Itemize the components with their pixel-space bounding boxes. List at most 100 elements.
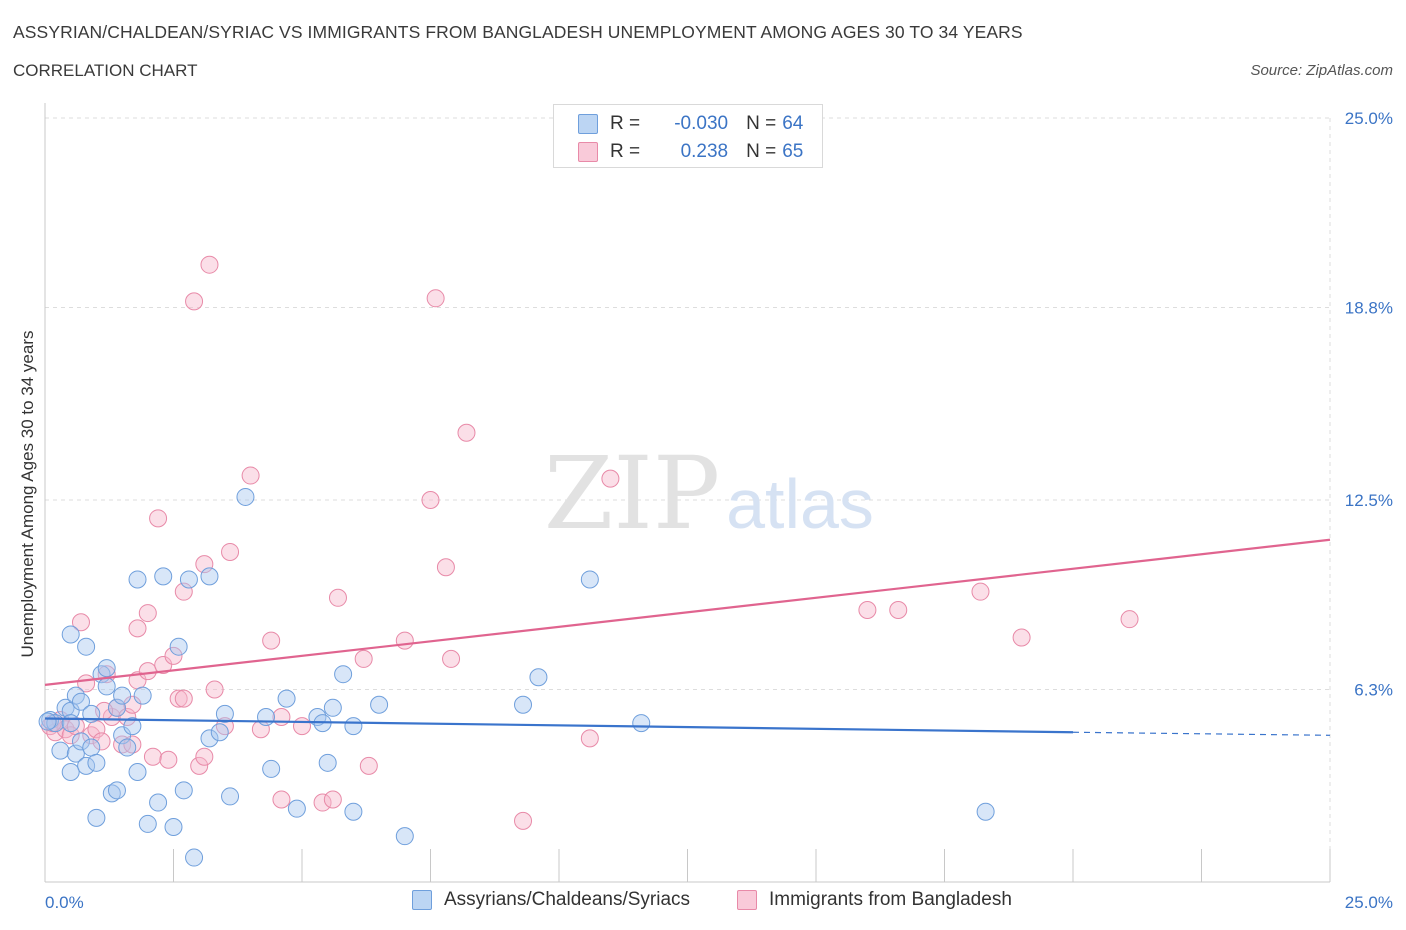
assyrian-point [236, 487, 255, 506]
assyrian-point [107, 781, 126, 800]
r-value: 0.238 [680, 141, 729, 162]
assyrian-point [61, 714, 80, 733]
assyrian-point [318, 753, 337, 772]
assyrian-point [344, 717, 363, 736]
r-label: R = [610, 113, 641, 134]
x-tick-label: 25.0% [1345, 893, 1393, 912]
assyrian-point [128, 762, 147, 781]
series-assyrian-points [38, 487, 995, 867]
assyrian-point [71, 692, 90, 711]
bangladesh-point [138, 662, 157, 681]
y-tick-label: 12.5% [1345, 491, 1393, 510]
assyrian-point [77, 756, 96, 775]
bangladesh-point [123, 735, 142, 754]
legend-row-blue: R = -0.030 N = 64 [578, 112, 803, 136]
assyrian-point [262, 759, 281, 778]
bangladesh-trend-line [44, 538, 1331, 686]
assyrian-point [87, 808, 106, 827]
assyrian-point [632, 714, 651, 733]
bangladesh-point [426, 289, 445, 308]
bangladesh-point [1120, 610, 1139, 629]
watermark: ZIP atlas [544, 435, 874, 552]
assyrian-point [334, 665, 353, 684]
bangladesh-point [164, 646, 183, 665]
assyrian-point [179, 570, 198, 589]
bangladesh-point [514, 811, 533, 830]
bangladesh-point [272, 707, 291, 726]
assyrian-point [976, 802, 995, 821]
chart-title: ASSYRIAN/CHALDEAN/SYRIAC VS IMMIGRANTS F… [13, 22, 1023, 42]
bangladesh-point [858, 601, 877, 620]
bangladesh-point [241, 466, 260, 485]
assyrian-point [395, 827, 414, 846]
bangladesh-point [359, 756, 378, 775]
bangladesh-point [221, 542, 240, 561]
bangladesh-point [971, 582, 990, 601]
bangladesh-point [293, 717, 311, 736]
assyrian-point [344, 802, 363, 821]
assyrian-point [200, 567, 219, 586]
bangladesh-point [71, 613, 90, 632]
correlation-legend: R = -0.030 N = 64 R = 0.238 N = 65 [553, 104, 823, 168]
assyrian-point [287, 799, 306, 818]
bangladesh-point [190, 756, 209, 775]
pink-swatch [737, 890, 757, 910]
assyrian-point [113, 686, 132, 705]
r-label: R = [610, 141, 641, 162]
assyrian-point [97, 659, 116, 678]
bangladesh-point [421, 491, 440, 509]
assyrian-point [174, 781, 193, 800]
assyrian-point [149, 793, 168, 812]
assyrian-point [102, 784, 121, 803]
assyrian-point [87, 753, 106, 772]
series-bangladesh-points [41, 255, 1139, 830]
assyrian-point [370, 695, 389, 714]
assyrian-point [215, 704, 234, 723]
legend-label: Assyrians/Chaldeans/Syriacs [444, 889, 691, 910]
n-label: N = [746, 141, 777, 162]
bangladesh-point [457, 423, 476, 442]
y-tick-label: 25.0% [1345, 109, 1393, 128]
chart-subtitle: CORRELATION CHART [13, 61, 198, 80]
bangladesh-point [169, 689, 188, 708]
bangladesh-point [123, 695, 142, 714]
assyrian-point [133, 686, 152, 705]
assyrian-point [97, 677, 116, 696]
bangladesh-point [889, 601, 908, 620]
bangladesh-point [159, 750, 178, 769]
trend-lines [44, 538, 1331, 736]
watermark-atlas: atlas [726, 465, 874, 543]
bangladesh-point [205, 680, 224, 699]
assyrian-point [154, 567, 173, 586]
legend-label: Immigrants from Bangladesh [769, 889, 1012, 910]
assyrian-point [185, 848, 204, 867]
blue-swatch [412, 890, 432, 910]
assyrian-point [128, 570, 147, 589]
assyrian-point [66, 686, 85, 705]
legend-row-pink: R = 0.238 N = 65 [578, 140, 803, 164]
bangladesh-point [313, 793, 332, 812]
assyrian-point [61, 762, 80, 781]
tick-labels: 6.3% 12.5% 18.8% 25.0% 0.0% 25.0% [45, 109, 1393, 912]
assyrian-point [529, 668, 548, 687]
bangladesh-point [61, 726, 80, 745]
bangladesh-point [143, 747, 162, 766]
legend-item-assyrians: Assyrians/Chaldeans/Syriacs [412, 889, 690, 911]
bangladesh-point [328, 588, 347, 607]
blue-swatch [578, 114, 598, 134]
bangladesh-point [442, 649, 461, 668]
bangladesh-point [82, 726, 101, 745]
n-label: N = [746, 113, 777, 134]
bangladesh-point [601, 469, 620, 488]
assyrian-point [138, 814, 157, 833]
assyrian-point [123, 717, 142, 736]
bangladesh-point [154, 656, 173, 675]
bangladesh-point [354, 649, 373, 668]
y-tick-label: 18.8% [1345, 298, 1393, 317]
assyrian-point [169, 637, 188, 656]
bangladesh-point [323, 790, 342, 809]
assyrian-point [277, 689, 296, 708]
bangladesh-point [436, 558, 455, 577]
assyrian-point [71, 732, 90, 751]
